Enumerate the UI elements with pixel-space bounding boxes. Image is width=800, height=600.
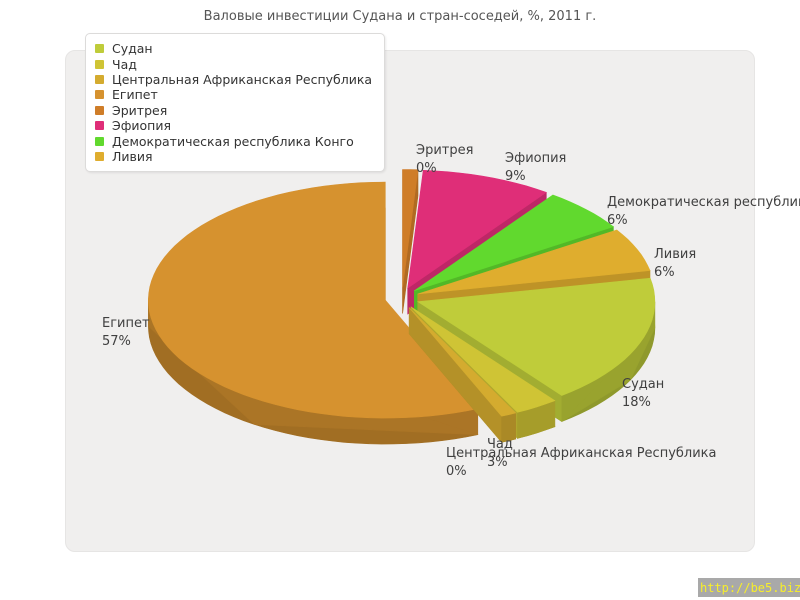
- slice-label: Египет 57%: [102, 315, 150, 350]
- legend-item: Эфиопия: [95, 118, 372, 133]
- pie-slice-top: [417, 229, 651, 295]
- legend-swatch-icon: [95, 74, 104, 84]
- slice-label-name: Эфиопия: [505, 151, 567, 166]
- legend-swatch-icon: [95, 59, 104, 69]
- pie-slice-top: [147, 181, 479, 419]
- legend-item: Центральная Африканская Республика: [95, 72, 372, 87]
- legend-label: Чад: [112, 56, 137, 72]
- watermark-link[interactable]: http://be5.biz/: [700, 580, 800, 595]
- slice-label: Ливия 6%: [654, 246, 696, 281]
- legend-label: Центральная Африканская Республика: [112, 71, 373, 87]
- legend-label: Эритрея: [112, 102, 168, 118]
- slice-label-name: Ливия: [654, 247, 697, 262]
- legend-item: Египет: [95, 87, 372, 102]
- slice-label: Центральная Африканская Республика 0%: [446, 445, 717, 480]
- legend-box: Судан Чад Центральная Африканская Республи…: [85, 33, 386, 173]
- pie-slice-top: [407, 169, 547, 289]
- slice-label-percent: 6%: [654, 264, 675, 280]
- slice-label-name: Центральная Африканская Республика: [446, 446, 717, 461]
- pie-slice-top: [410, 306, 556, 413]
- slice-label: Эфиопия 9%: [505, 150, 566, 185]
- pie-slice-top: [402, 169, 419, 288]
- slice-label-percent: 9%: [505, 168, 526, 184]
- slice-label: Демократическая республика Конго 6%: [607, 194, 800, 229]
- legend-item: Чад: [95, 56, 372, 72]
- slice-label-percent: 57%: [102, 333, 131, 349]
- slice-label-percent: 0%: [446, 463, 467, 479]
- legend-swatch-icon: [95, 44, 104, 54]
- pie-slice-top: [414, 194, 615, 291]
- slice-label-percent: 3%: [487, 454, 508, 470]
- pie-slice-top: [417, 277, 656, 396]
- legend-swatch-icon: [95, 151, 104, 161]
- legend-item: Ливия: [95, 149, 372, 164]
- legend-item: Эритрея: [95, 103, 372, 118]
- slice-label: Чад 3%: [487, 436, 513, 471]
- legend-swatch-icon: [95, 90, 104, 100]
- slice-label-name: Судан: [622, 377, 665, 392]
- legend-label: Демократическая республика Конго: [112, 133, 354, 149]
- legend-swatch-icon: [95, 121, 104, 131]
- slice-label-percent: 6%: [607, 212, 628, 228]
- legend-swatch-icon: [95, 136, 104, 146]
- pie-slice-top: [408, 307, 517, 417]
- watermark-badge: http://be5.biz/: [698, 578, 800, 597]
- chart-title: Валовые инвестиции Судана и стран-соседе…: [203, 9, 597, 24]
- slice-label-name: Демократическая республика Конго: [607, 195, 800, 210]
- legend-label: Судан: [112, 41, 153, 57]
- legend-item: Демократическая республика Конго: [95, 133, 372, 149]
- slice-label-percent: 0%: [416, 160, 437, 176]
- slice-label: Судан 18%: [622, 376, 664, 411]
- legend-label: Ливия: [112, 148, 153, 164]
- legend-label: Эфиопия: [112, 118, 172, 134]
- legend-label: Египет: [112, 87, 158, 103]
- slice-label: Эритрея 0%: [416, 142, 473, 177]
- slice-label-name: Египет: [102, 316, 150, 331]
- slice-label-name: Чад: [487, 437, 513, 452]
- slice-label-name: Эритрея: [416, 143, 474, 158]
- slice-label-percent: 18%: [622, 394, 651, 410]
- legend-swatch-icon: [95, 105, 104, 115]
- legend-item: Судан: [95, 41, 372, 56]
